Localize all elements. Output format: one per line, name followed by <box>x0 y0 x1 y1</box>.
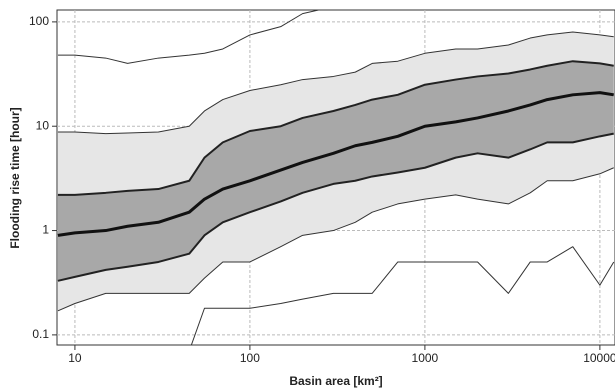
x-tick-label: 10 <box>68 351 82 365</box>
series-line <box>57 60 614 196</box>
series-line <box>57 31 614 135</box>
y-tick-label: 1 <box>42 223 49 237</box>
x-tick-label: 10000 <box>583 351 615 365</box>
x-tick-label: 1000 <box>412 351 439 365</box>
series-line <box>57 10 321 64</box>
marks <box>57 10 615 345</box>
axes: 10 100 1000 10000 0.1 1 10 100 <box>29 14 615 365</box>
series-line <box>57 167 614 312</box>
series-line <box>57 132 614 282</box>
series-line <box>190 246 615 345</box>
y-axis-title: Flooding rise time [hour] <box>8 107 22 248</box>
y-tick-label: 10 <box>36 118 50 132</box>
x-axis-title: Basin area [km²] <box>289 374 382 388</box>
x-tick-label: 100 <box>240 351 260 365</box>
y-tick-label: 0.1 <box>32 327 49 341</box>
band <box>57 61 614 281</box>
y-tick-label: 100 <box>29 14 49 28</box>
series-line <box>57 91 614 237</box>
